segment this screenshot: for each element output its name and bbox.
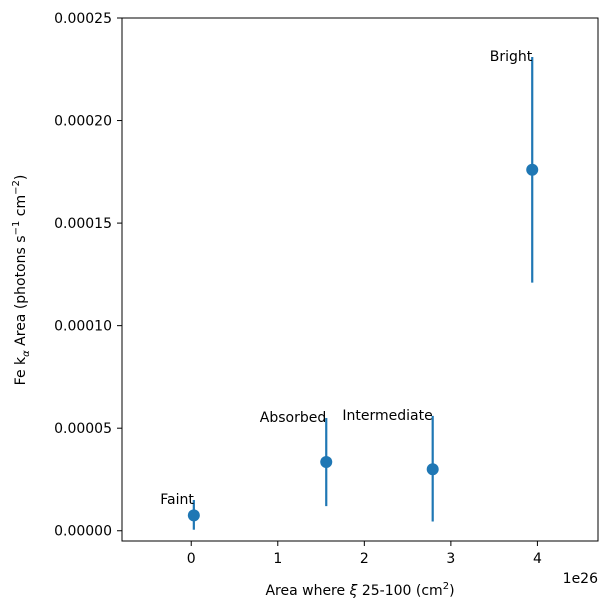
y-tick-label: 0.00015 [54, 216, 112, 232]
point-label: Faint [160, 492, 194, 508]
x-tick-label: 3 [446, 551, 455, 567]
plot-area [121, 17, 599, 542]
data-point [187, 509, 200, 522]
point-annotations: Faint Absorbed Intermediate Bright [160, 49, 533, 508]
y-axis-label: Fe kα Area (photons s−1 cm−2) [11, 175, 32, 386]
x-axis-ticks: 0 1 2 3 4 [187, 541, 542, 567]
y-tick-label: 0.00010 [54, 319, 112, 335]
x-tick-label: 1 [273, 551, 282, 567]
point-label: Absorbed [260, 410, 326, 426]
x-tick-label: 0 [187, 551, 196, 567]
data-point [320, 456, 333, 469]
data-point [426, 463, 439, 476]
x-tick-label: 4 [533, 551, 542, 567]
y-axis-ticks: 0.00000 0.00005 0.00010 0.00015 0.00020 0.000… [54, 11, 122, 540]
x-axis-offset-text: 1e26 [563, 571, 598, 587]
y-tick-label: 0.00025 [54, 11, 112, 27]
y-tick-label: 0.00005 [54, 421, 112, 437]
y-tick-label: 0.00000 [54, 524, 112, 540]
x-tick-label: 2 [360, 551, 369, 567]
point-label: Intermediate [342, 408, 432, 424]
y-tick-label: 0.00020 [54, 114, 112, 130]
data-point [526, 163, 539, 176]
point-label: Bright [490, 49, 533, 65]
x-axis-label: Area where ξ 25-100 (cm2) [265, 581, 454, 599]
data-points [187, 163, 539, 522]
